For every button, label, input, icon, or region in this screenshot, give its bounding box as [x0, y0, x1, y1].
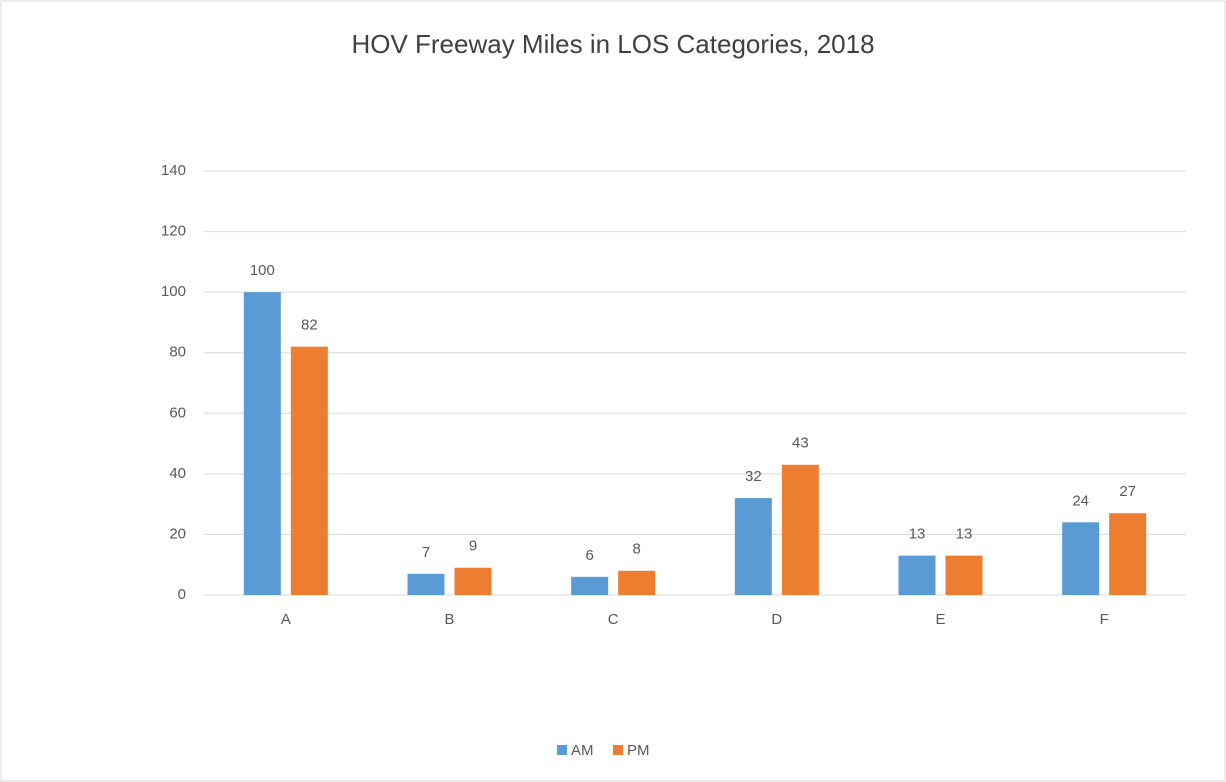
data-label: 100 [250, 262, 275, 279]
bar [945, 555, 983, 595]
data-label: 6 [585, 547, 593, 564]
bar [454, 567, 492, 595]
legend-label: AM [571, 742, 594, 759]
y-tick-label: 60 [169, 404, 186, 421]
data-label: 7 [422, 544, 430, 561]
y-tick-label: 0 [178, 586, 186, 603]
bar [407, 573, 445, 595]
y-tick-label: 100 [161, 283, 186, 300]
data-label: 24 [1072, 492, 1089, 509]
y-tick-label: 80 [169, 344, 186, 361]
bar [898, 555, 936, 595]
data-label: 13 [909, 526, 926, 543]
bar [618, 570, 656, 595]
data-label: 8 [632, 541, 640, 558]
x-tick-label: B [444, 611, 454, 628]
data-label: 82 [301, 317, 318, 334]
x-tick-label: F [1100, 611, 1109, 628]
chart-title: HOV Freeway Miles in LOS Categories, 201… [351, 29, 874, 59]
bar [571, 576, 609, 595]
bar [781, 464, 819, 595]
bar [1062, 522, 1100, 595]
x-tick-label: E [935, 611, 945, 628]
y-tick-label: 20 [169, 525, 186, 542]
bar [290, 346, 328, 595]
x-tick-label: A [281, 611, 291, 628]
x-tick-label: D [771, 611, 782, 628]
legend-swatch [557, 745, 567, 755]
y-tick-label: 40 [169, 465, 186, 482]
data-label: 27 [1119, 483, 1136, 500]
y-tick-label: 120 [161, 223, 186, 240]
data-label: 43 [792, 435, 809, 452]
bar [243, 292, 281, 595]
data-label: 13 [956, 526, 973, 543]
y-tick-label: 140 [161, 162, 186, 179]
legend-label: PM [627, 742, 650, 759]
data-label: 32 [745, 468, 762, 485]
data-label: 9 [469, 538, 477, 555]
x-tick-label: C [608, 611, 619, 628]
legend-swatch [613, 745, 623, 755]
bar [734, 498, 772, 595]
bar [1109, 513, 1147, 595]
